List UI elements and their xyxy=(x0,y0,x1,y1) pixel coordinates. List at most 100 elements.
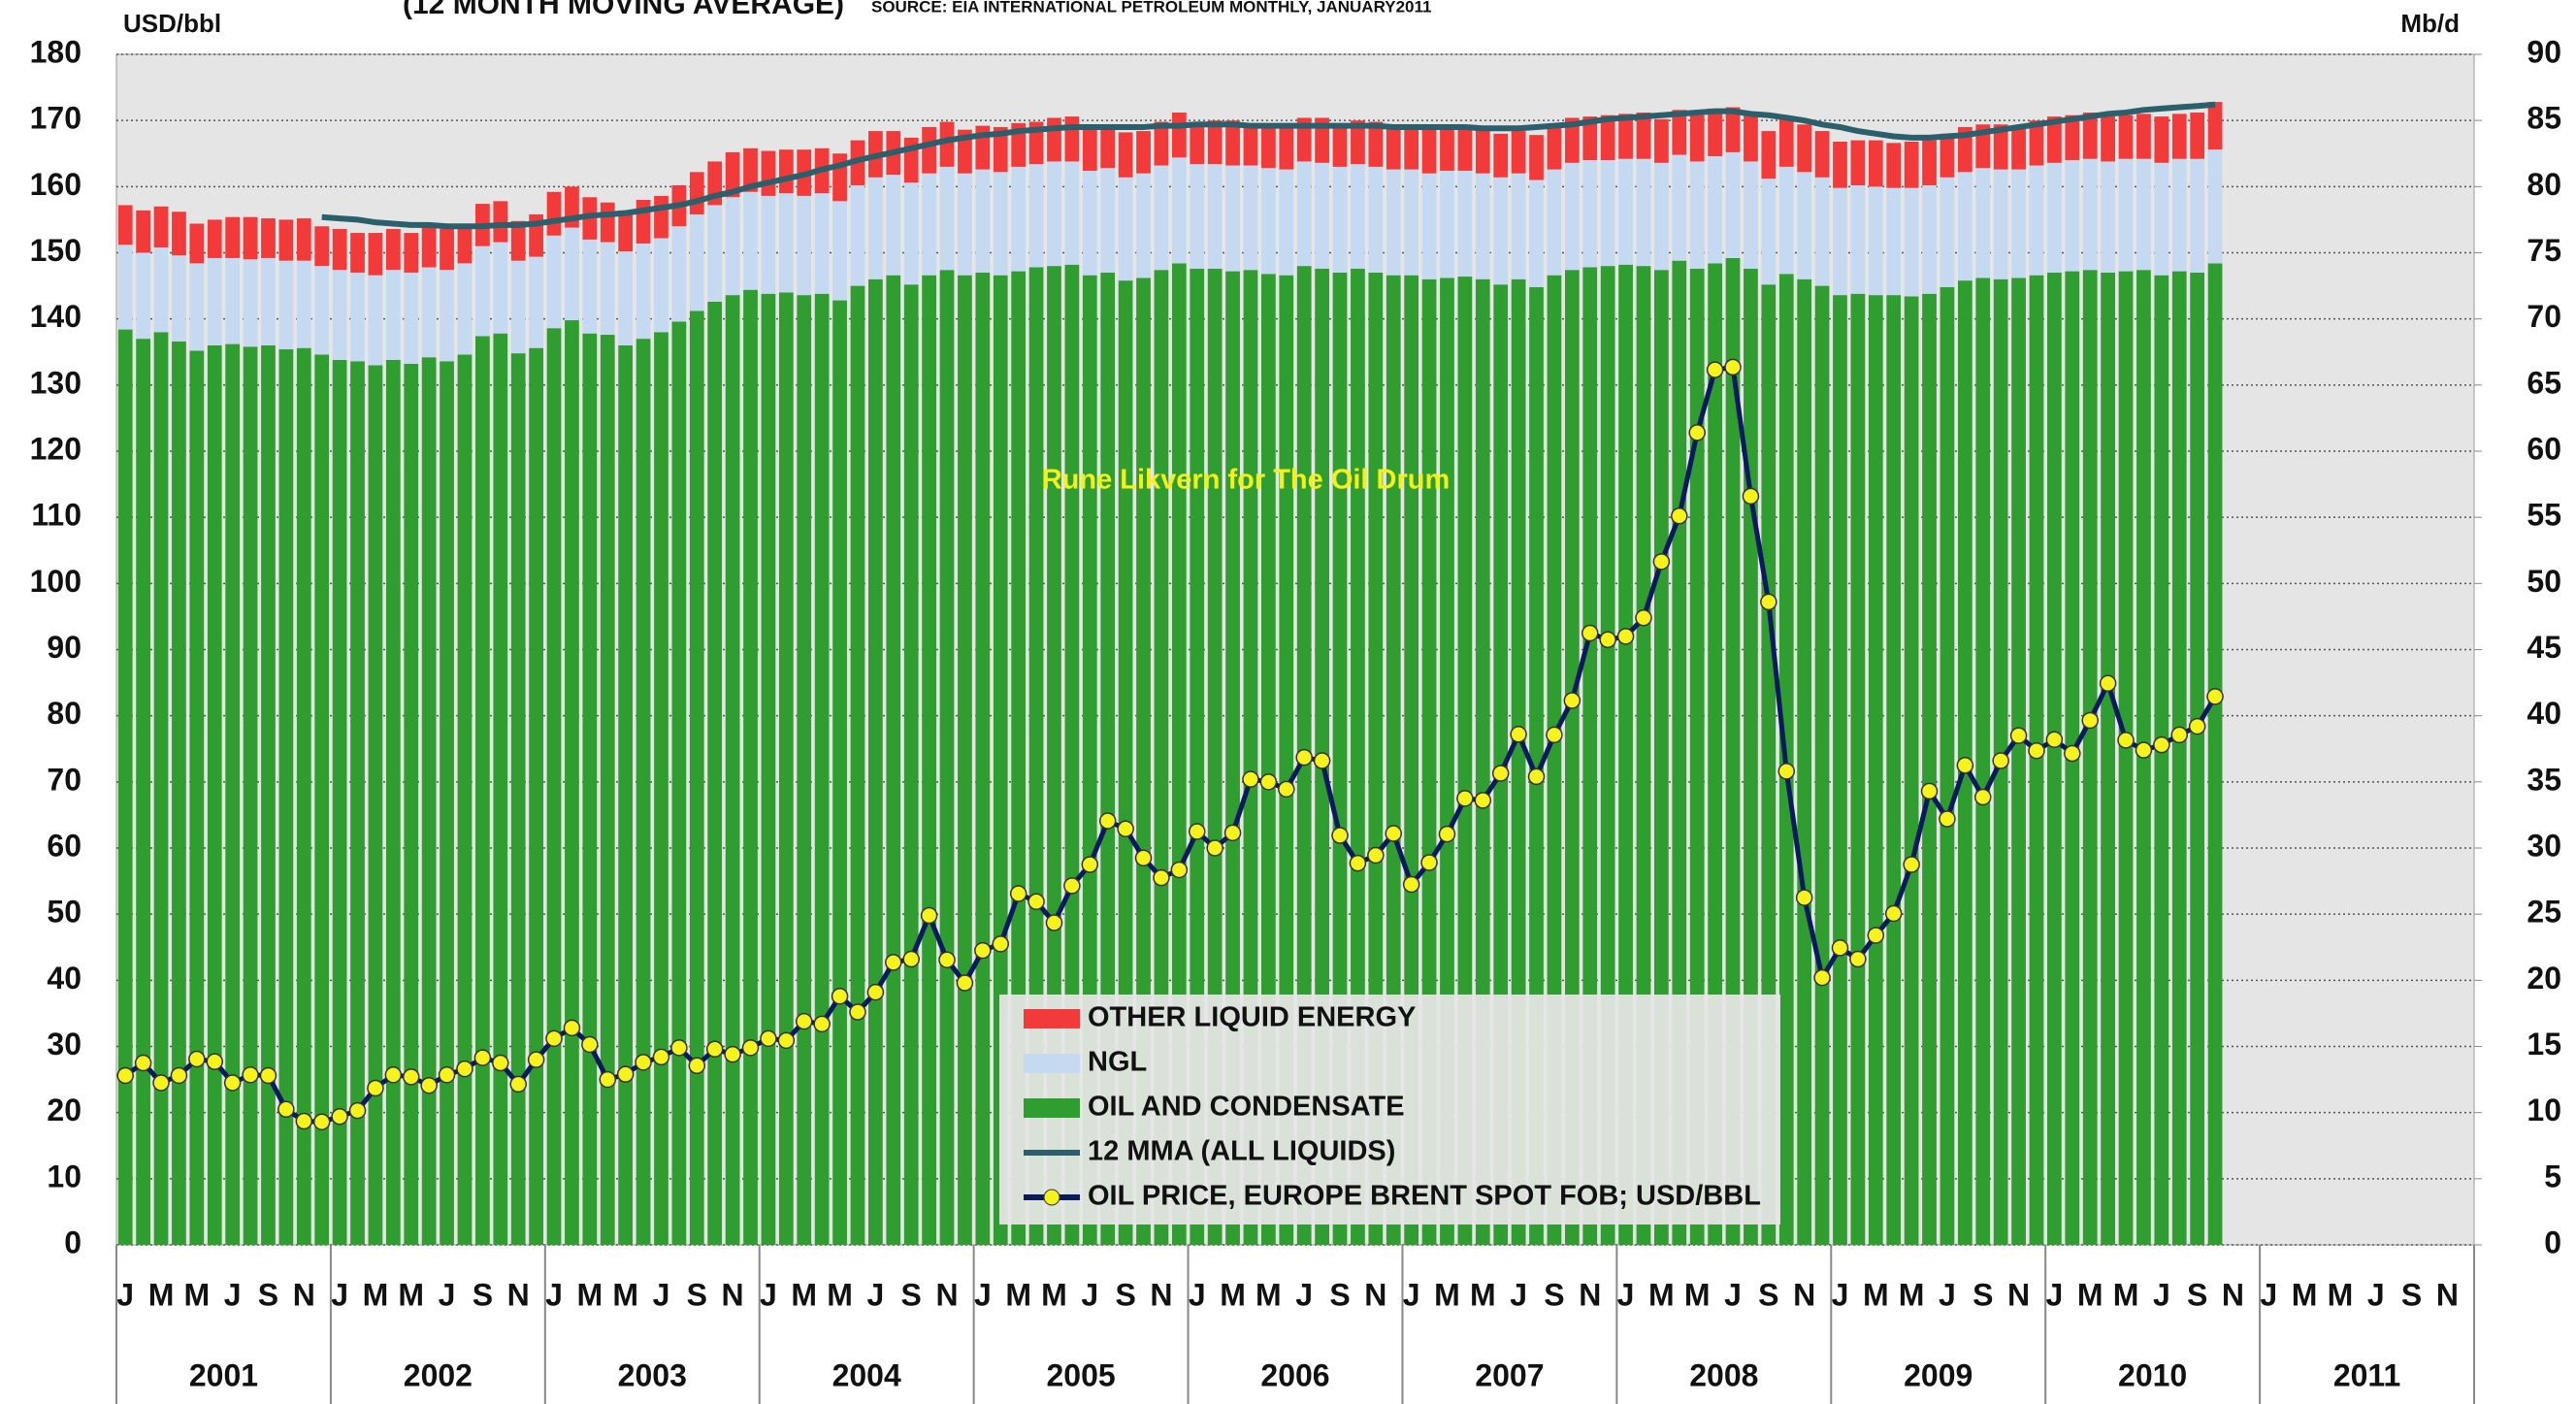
bar-segment xyxy=(1404,125,1419,170)
x-tick-label: S xyxy=(2401,1277,2422,1312)
price-marker xyxy=(2081,711,2099,730)
x-tick-label: S xyxy=(1758,1277,1778,1312)
y2-tick-label: 5 xyxy=(2544,1159,2561,1193)
bar-segment xyxy=(1940,286,1955,1245)
bar-segment xyxy=(368,233,383,276)
year-label: 2006 xyxy=(1260,1357,1329,1392)
bar-segment xyxy=(600,242,615,336)
bar-segment xyxy=(172,341,186,1245)
bar-segment xyxy=(1493,133,1509,178)
legend-label: OIL AND CONDENSATE xyxy=(1088,1092,1405,1123)
bar-segment xyxy=(385,359,401,1245)
bar-segment xyxy=(1850,293,1866,1246)
y2-tick-label: 65 xyxy=(2527,365,2561,400)
bar-segment xyxy=(2154,275,2169,1246)
bar-segment xyxy=(261,344,276,1245)
price-marker xyxy=(331,1108,348,1126)
bar-segment xyxy=(1100,124,1116,169)
price-marker xyxy=(206,1053,223,1070)
x-tick-label: S xyxy=(2187,1277,2207,1312)
year-label: 2010 xyxy=(2118,1357,2187,1392)
bar-segment xyxy=(546,328,562,1246)
price-marker xyxy=(670,1039,688,1057)
bar-segment xyxy=(1975,278,1991,1245)
bar-segment xyxy=(868,177,883,279)
price-marker xyxy=(777,1031,796,1050)
y2-tick-label: 90 xyxy=(2527,34,2561,69)
bar-segment xyxy=(582,239,598,334)
bar-segment xyxy=(993,126,1008,173)
bar-segment xyxy=(2101,272,2115,1245)
price-marker xyxy=(1795,889,1813,906)
bar-segment xyxy=(404,272,419,365)
x-tick-label: J xyxy=(439,1277,456,1312)
bar-segment xyxy=(1778,166,1794,275)
bar-segment xyxy=(725,295,740,1245)
x-tick-label: J xyxy=(1403,1277,1420,1312)
bar-segment xyxy=(493,242,508,334)
y2-tick-label: 0 xyxy=(2544,1224,2561,1259)
x-tick-label: J xyxy=(1832,1277,1849,1312)
bar-segment xyxy=(1296,117,1312,162)
bar-segment xyxy=(1886,143,1902,188)
price-marker xyxy=(813,1015,831,1033)
bar-segment xyxy=(1744,161,1758,269)
bar-segment xyxy=(654,332,668,1245)
price-marker xyxy=(741,1039,760,1057)
bar-segment xyxy=(421,267,437,358)
bar-segment xyxy=(1171,112,1187,158)
y2-tick-label: 80 xyxy=(2527,167,2561,202)
bar-segment xyxy=(1225,120,1240,166)
bar-segment xyxy=(2171,271,2187,1245)
x-tick-label: M xyxy=(2328,1277,2354,1312)
bar-segment xyxy=(2207,102,2223,150)
bar-segment xyxy=(1440,128,1454,171)
x-tick-label: J xyxy=(1724,1277,1742,1312)
price-marker xyxy=(277,1100,295,1119)
price-marker xyxy=(509,1075,527,1094)
x-tick-label: J xyxy=(2045,1277,2063,1312)
legend-marker xyxy=(1043,1189,1060,1206)
bar-segment xyxy=(475,336,490,1245)
x-tick-label: N xyxy=(1364,1277,1386,1312)
x-tick-label: M xyxy=(791,1277,817,1312)
x-tick-label: M xyxy=(1648,1277,1675,1312)
bar-segment xyxy=(761,195,776,294)
price-marker xyxy=(1903,856,1920,873)
bar-segment xyxy=(1582,116,1598,161)
bar-segment xyxy=(1511,173,1526,279)
year-label: 2011 xyxy=(2333,1357,2400,1392)
bar-segment xyxy=(689,213,704,311)
bar-segment xyxy=(1529,135,1544,180)
bar-segment xyxy=(654,195,668,239)
x-tick-label: J xyxy=(2153,1277,2170,1312)
price-marker xyxy=(2153,735,2170,754)
bar-segment xyxy=(332,228,347,271)
bar-segment xyxy=(278,349,294,1246)
bar-segment xyxy=(1904,187,1919,297)
bar-segment xyxy=(1708,108,1722,156)
bar-segment xyxy=(886,275,901,1246)
price-marker xyxy=(920,906,938,925)
price-marker xyxy=(1153,868,1170,887)
price-marker xyxy=(1009,885,1027,902)
bar-segment xyxy=(440,228,454,271)
price-marker xyxy=(1510,726,1527,743)
price-marker xyxy=(1777,763,1795,780)
bar-segment xyxy=(1225,165,1240,272)
x-tick-label: N xyxy=(2007,1277,2030,1312)
bar-segment xyxy=(457,223,473,264)
bar-segment xyxy=(368,365,383,1246)
bar-segment xyxy=(136,339,150,1245)
price-marker xyxy=(1831,939,1849,957)
bar-segment xyxy=(2101,116,2115,162)
price-marker xyxy=(1688,424,1706,441)
bar-segment xyxy=(1744,114,1758,162)
bar-segment xyxy=(2047,162,2062,273)
y2-tick-label: 10 xyxy=(2527,1093,2561,1127)
bar-segment xyxy=(1600,160,1615,267)
price-marker xyxy=(581,1035,599,1054)
price-marker xyxy=(2206,688,2224,705)
bar-segment xyxy=(1993,169,2008,279)
bar-segment xyxy=(1689,161,1705,269)
